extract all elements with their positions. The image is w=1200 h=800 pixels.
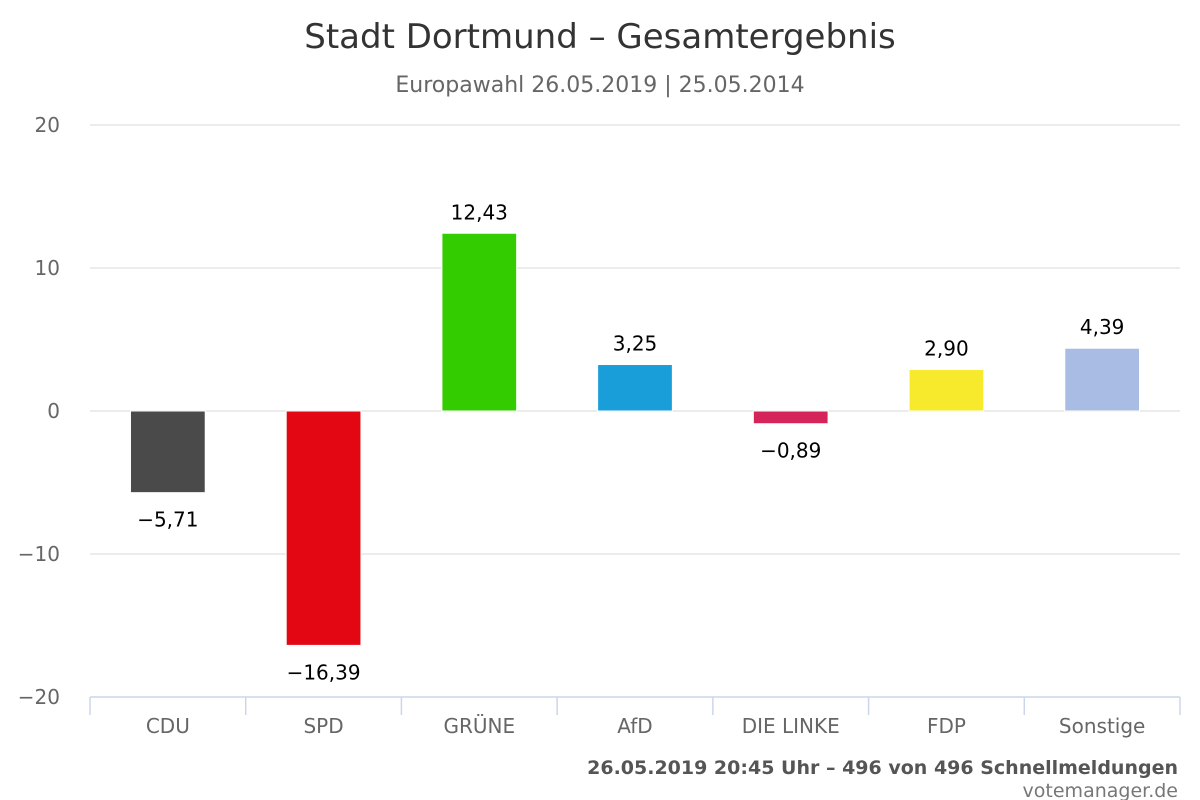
chart-title: Stadt Dortmund – Gesamtergebnis <box>304 17 896 57</box>
y-tick-label: 10 <box>35 256 60 280</box>
x-tick-label: Sonstige <box>1059 714 1145 738</box>
data-label: −5,71 <box>137 508 198 532</box>
data-label: 3,25 <box>613 332 658 356</box>
bar-cdu[interactable] <box>129 410 206 494</box>
bars <box>129 232 1141 646</box>
bar-afd[interactable] <box>597 364 673 412</box>
y-tick-label: −20 <box>18 685 60 709</box>
data-label: 4,39 <box>1080 315 1125 339</box>
x-tick-label: SPD <box>303 714 343 738</box>
bar-gr-ne[interactable] <box>441 232 518 412</box>
y-tick-label: −10 <box>18 542 60 566</box>
data-label: −16,39 <box>287 660 361 684</box>
y-axis-ticks: 20 10 0 −10 −20 <box>18 113 60 709</box>
credit-site-link[interactable]: votemanager.de <box>1023 780 1178 800</box>
bar-sonstige[interactable] <box>1064 347 1141 412</box>
data-label: 12,43 <box>451 200 508 224</box>
bar-spd[interactable] <box>285 410 362 646</box>
x-tick-label: FDP <box>927 714 966 738</box>
y-tick-label: 20 <box>35 113 60 137</box>
y-tick-label: 0 <box>47 399 60 423</box>
data-label: 2,90 <box>924 337 969 361</box>
credit-status: 26.05.2019 20:45 Uhr – 496 von 496 Schne… <box>587 757 1178 779</box>
x-tick-label: CDU <box>146 714 190 738</box>
x-tick-label: DIE LINKE <box>742 714 840 738</box>
chart-subtitle: Europawahl 26.05.2019 | 25.05.2014 <box>395 73 804 98</box>
bar-fdp[interactable] <box>908 369 985 412</box>
data-labels: −5,71 −16,39 12,43 3,25 −0,89 2,90 4,39 <box>137 200 1124 684</box>
x-axis: CDU SPD GRÜNE AfD DIE LINKE FDP Sonstige <box>89 696 1181 738</box>
bar-die-linke[interactable] <box>752 410 829 425</box>
x-tick-label: GRÜNE <box>443 714 515 738</box>
data-label: −0,89 <box>760 439 821 463</box>
x-tick-label: AfD <box>617 714 652 738</box>
